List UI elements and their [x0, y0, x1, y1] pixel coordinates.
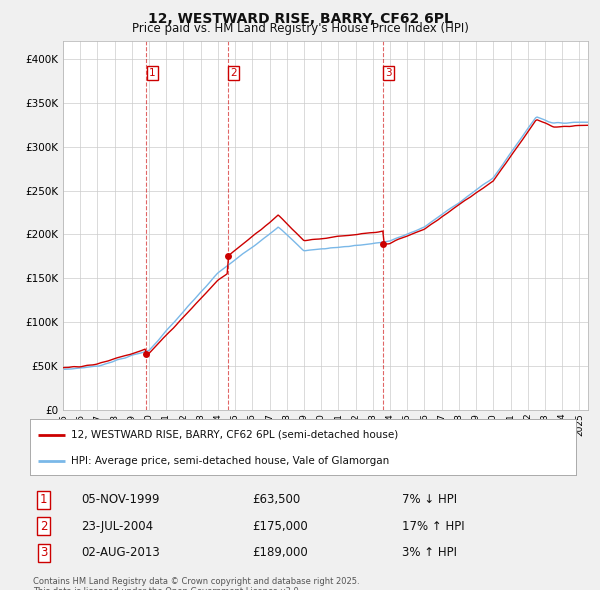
Text: 17% ↑ HPI: 17% ↑ HPI — [402, 520, 464, 533]
Text: 3: 3 — [386, 68, 392, 78]
Text: 02-AUG-2013: 02-AUG-2013 — [81, 546, 160, 559]
Text: 7% ↓ HPI: 7% ↓ HPI — [402, 493, 457, 506]
Text: £63,500: £63,500 — [252, 493, 300, 506]
Text: 12, WESTWARD RISE, BARRY, CF62 6PL (semi-detached house): 12, WESTWARD RISE, BARRY, CF62 6PL (semi… — [71, 430, 398, 440]
Text: HPI: Average price, semi-detached house, Vale of Glamorgan: HPI: Average price, semi-detached house,… — [71, 456, 389, 466]
Text: £189,000: £189,000 — [252, 546, 308, 559]
Text: Price paid vs. HM Land Registry's House Price Index (HPI): Price paid vs. HM Land Registry's House … — [131, 22, 469, 35]
Text: 2: 2 — [230, 68, 237, 78]
Text: 12, WESTWARD RISE, BARRY, CF62 6PL: 12, WESTWARD RISE, BARRY, CF62 6PL — [148, 12, 452, 26]
Text: 1: 1 — [40, 493, 47, 506]
Text: 3: 3 — [40, 546, 47, 559]
Text: 3% ↑ HPI: 3% ↑ HPI — [402, 546, 457, 559]
Text: 23-JUL-2004: 23-JUL-2004 — [81, 520, 153, 533]
Text: 2: 2 — [40, 520, 47, 533]
Text: Contains HM Land Registry data © Crown copyright and database right 2025.
This d: Contains HM Land Registry data © Crown c… — [33, 577, 359, 590]
Text: 1: 1 — [149, 68, 155, 78]
Text: 05-NOV-1999: 05-NOV-1999 — [81, 493, 160, 506]
Text: £175,000: £175,000 — [252, 520, 308, 533]
